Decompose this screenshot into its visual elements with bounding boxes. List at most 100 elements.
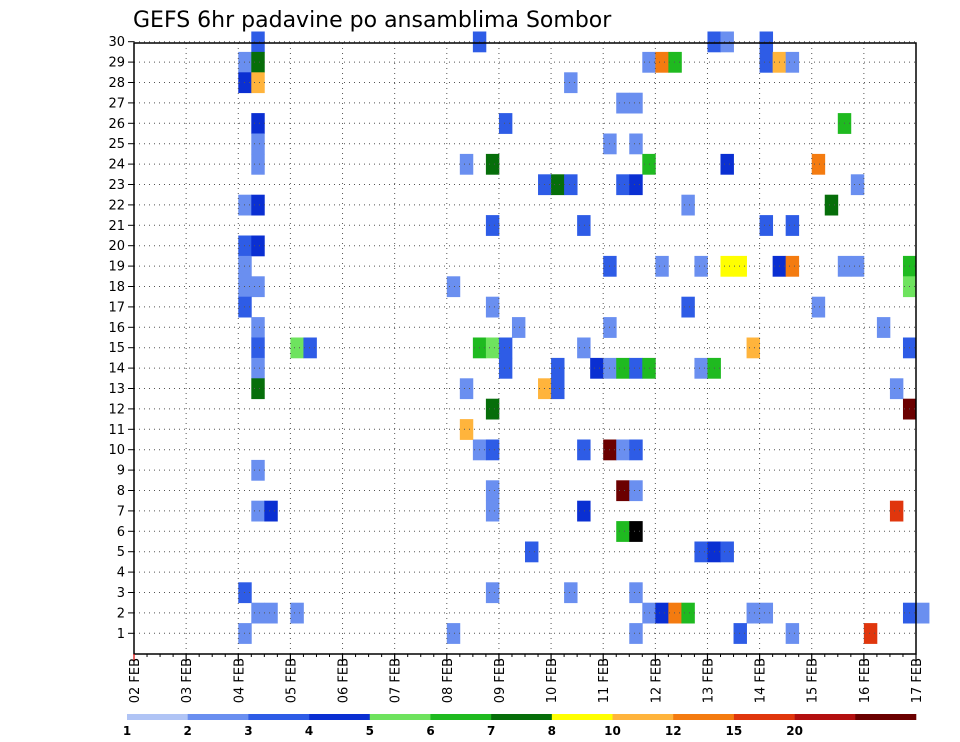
heatmap-cell bbox=[251, 500, 265, 522]
heatmap-cell bbox=[616, 439, 630, 461]
y-tick-label: 26 bbox=[108, 117, 125, 132]
colorbar-swatch bbox=[551, 714, 613, 720]
x-tick-label: 14 FEB bbox=[754, 658, 769, 703]
heatmap-cell bbox=[446, 276, 461, 298]
heatmap-cell bbox=[485, 337, 500, 359]
heatmap-cell bbox=[629, 480, 643, 502]
heatmap-cell bbox=[251, 276, 265, 298]
heatmap-cell bbox=[590, 357, 604, 379]
heatmap-cell bbox=[264, 602, 278, 624]
heatmap-cell bbox=[811, 296, 826, 318]
heatmap-cell bbox=[616, 480, 630, 502]
heatmap-cell bbox=[251, 378, 265, 400]
y-axis: 1234567891011121314151617181920212223242… bbox=[108, 35, 134, 642]
heatmap-cell bbox=[889, 378, 904, 400]
heatmap-cell bbox=[655, 602, 669, 624]
x-tick-label: 17 FEB bbox=[910, 658, 925, 703]
heatmap-cell bbox=[459, 153, 474, 175]
heatmap-cell bbox=[629, 582, 643, 604]
heatmap-cell bbox=[733, 623, 747, 644]
heatmap-cells bbox=[238, 31, 930, 644]
y-tick-label: 8 bbox=[117, 484, 125, 499]
colorbar-label: 15 bbox=[726, 724, 743, 738]
colorbar-swatch bbox=[612, 714, 674, 720]
y-tick-label: 30 bbox=[108, 35, 125, 50]
heatmap-cell bbox=[655, 255, 669, 277]
heatmap-cell bbox=[694, 357, 708, 379]
x-tick-label: 08 FEB bbox=[441, 658, 456, 703]
y-tick-label: 21 bbox=[108, 219, 125, 234]
x-tick-label: 15 FEB bbox=[806, 658, 821, 703]
heatmap-cell bbox=[251, 72, 265, 94]
heatmap-cell bbox=[446, 623, 461, 644]
heatmap-cell bbox=[525, 541, 539, 563]
heatmap-cell bbox=[916, 602, 930, 624]
colorbar-label: 7 bbox=[487, 724, 495, 738]
y-tick-label: 7 bbox=[117, 504, 125, 519]
heatmap-cell bbox=[733, 255, 747, 277]
heatmap-cell bbox=[629, 92, 643, 114]
x-tick-label: 04 FEB bbox=[232, 658, 247, 703]
colorbar-label: 20 bbox=[786, 724, 803, 738]
y-tick-label: 3 bbox=[117, 586, 125, 601]
colorbar-swatch bbox=[369, 714, 431, 720]
heatmap-cell bbox=[498, 357, 513, 379]
colorbar-swatch bbox=[733, 714, 795, 720]
y-tick-label: 4 bbox=[117, 566, 125, 581]
heatmap-cell bbox=[459, 378, 474, 400]
heatmap-cell bbox=[564, 582, 578, 604]
heatmap-cell bbox=[850, 255, 865, 277]
y-tick-label: 5 bbox=[117, 545, 125, 560]
heatmap-cell bbox=[485, 500, 500, 522]
heatmap-cell bbox=[251, 133, 265, 155]
heatmap-cell bbox=[251, 194, 265, 216]
heatmap-cell bbox=[785, 51, 800, 73]
heatmap-cell bbox=[577, 215, 591, 236]
heatmap-cell bbox=[485, 153, 500, 175]
y-tick-label: 22 bbox=[108, 198, 125, 213]
colorbar-label: 5 bbox=[366, 724, 374, 738]
colorbar-label: 12 bbox=[665, 724, 682, 738]
heatmap-cell bbox=[655, 51, 669, 73]
heatmap-cell bbox=[511, 317, 526, 338]
y-tick-label: 14 bbox=[108, 362, 125, 377]
y-tick-label: 28 bbox=[108, 76, 125, 91]
y-tick-label: 11 bbox=[108, 423, 125, 438]
y-tick-label: 15 bbox=[108, 341, 125, 356]
heatmap-cell bbox=[251, 602, 265, 624]
x-tick-label: 07 FEB bbox=[389, 658, 404, 703]
heatmap-cell bbox=[498, 113, 513, 134]
heatmap-cell bbox=[616, 174, 630, 196]
y-tick-label: 29 bbox=[108, 56, 125, 71]
heatmap-cell bbox=[824, 194, 839, 216]
heatmap-cell bbox=[551, 378, 565, 400]
heatmap-cell bbox=[459, 419, 474, 440]
heatmap-cell bbox=[629, 357, 643, 379]
heatmap-cell bbox=[551, 174, 565, 196]
y-tick-label: 12 bbox=[108, 402, 125, 417]
heatmap-cell bbox=[485, 480, 500, 502]
y-tick-label: 6 bbox=[117, 525, 125, 540]
y-tick-label: 25 bbox=[108, 137, 125, 152]
y-tick-label: 2 bbox=[117, 606, 125, 621]
x-tick-label: 06 FEB bbox=[337, 658, 352, 703]
y-tick-label: 20 bbox=[108, 239, 125, 254]
colorbar-swatch bbox=[430, 714, 492, 720]
heatmap-cell bbox=[251, 337, 265, 359]
y-tick-label: 13 bbox=[108, 382, 125, 397]
colorbar-swatch bbox=[491, 714, 553, 720]
heatmap-cell bbox=[251, 51, 265, 73]
colorbar-swatch bbox=[248, 714, 310, 720]
colorbar-label: 10 bbox=[604, 724, 621, 738]
x-tick-label: 10 FEB bbox=[545, 658, 560, 703]
heatmap-cell bbox=[290, 337, 304, 359]
colorbar-swatch bbox=[855, 714, 917, 720]
heatmap-cell bbox=[251, 357, 265, 379]
colorbar-swatch bbox=[127, 714, 188, 720]
y-tick-label: 16 bbox=[108, 321, 125, 336]
heatmap-cell bbox=[759, 31, 774, 53]
heatmap-cell bbox=[785, 623, 800, 644]
x-tick-label: 05 FEB bbox=[284, 658, 299, 703]
heatmap-cell bbox=[629, 623, 643, 644]
heatmap-cell bbox=[720, 31, 734, 53]
